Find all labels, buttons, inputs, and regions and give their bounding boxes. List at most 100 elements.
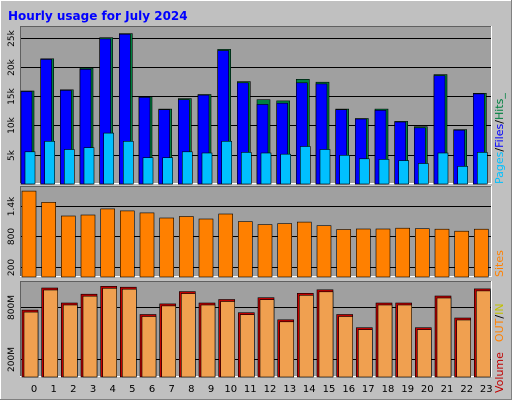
bar-pages-17 bbox=[358, 158, 370, 185]
bar-pages-12 bbox=[260, 152, 272, 185]
bar-sites-21 bbox=[434, 228, 450, 278]
y-tick-label: 15k bbox=[7, 87, 17, 104]
x-tick-label: 23 bbox=[480, 384, 493, 395]
bar-sites-20 bbox=[414, 228, 430, 278]
legend-hits: Hits bbox=[493, 98, 506, 120]
bar-sites-16 bbox=[336, 229, 352, 278]
x-tick-label: 7 bbox=[169, 384, 175, 395]
x-tick-label: 20 bbox=[421, 384, 434, 395]
legend-sites-group: Sites bbox=[493, 250, 506, 277]
bar-pages-23 bbox=[476, 152, 488, 185]
bar-sites-13 bbox=[277, 223, 293, 278]
bar-pages-0 bbox=[24, 151, 36, 185]
bar-volume-13 bbox=[279, 321, 295, 378]
bar-volume-17 bbox=[357, 329, 373, 378]
bar-volume-18 bbox=[377, 304, 393, 378]
x-tick-label: 14 bbox=[303, 384, 316, 395]
y-tick-label: 200 bbox=[7, 259, 17, 276]
bar-volume-19 bbox=[397, 304, 413, 378]
x-tick-label: 19 bbox=[401, 384, 414, 395]
bar-sites-8 bbox=[179, 216, 194, 278]
x-tick-label: 15 bbox=[323, 384, 336, 395]
bar-sites-9 bbox=[198, 218, 214, 278]
plot-area bbox=[20, 26, 492, 184]
bar-pages-1 bbox=[44, 141, 56, 185]
bar-pages-6 bbox=[142, 157, 154, 185]
bar-volume-14 bbox=[298, 294, 314, 378]
sites-panel: 200 800 1.4k bbox=[7, 186, 492, 278]
legend-in: IN bbox=[493, 303, 506, 314]
bar-pages-9 bbox=[201, 152, 213, 185]
bar-sites-7 bbox=[159, 217, 174, 278]
x-tick-label: 3 bbox=[90, 384, 96, 395]
bar-sites-6 bbox=[139, 212, 155, 278]
bar-sites-14 bbox=[296, 221, 312, 278]
bar-pages-11 bbox=[241, 152, 252, 185]
bar-volume-3 bbox=[82, 295, 98, 378]
x-tick-label: 5 bbox=[129, 384, 135, 395]
legend-out: OUT bbox=[493, 318, 506, 342]
y-tick-label: 25k bbox=[7, 29, 17, 46]
y-tick-label: 800 bbox=[7, 228, 17, 245]
bar-pages-15 bbox=[319, 149, 331, 185]
bar-sites-1 bbox=[41, 202, 57, 278]
bar-pages-16 bbox=[339, 155, 351, 185]
legend-volume-group: Volume OUT/IN bbox=[493, 303, 506, 393]
legend-volume: Volume bbox=[493, 352, 506, 393]
bar-pages-20 bbox=[417, 163, 429, 185]
x-tick-label: 16 bbox=[342, 384, 355, 395]
y-tick-label: 1.4k bbox=[7, 196, 17, 216]
svg-text:VolumeOUT/IN: Volume OUT/IN bbox=[493, 303, 506, 393]
legend-pages: Pages bbox=[493, 151, 506, 184]
y-tick-label: 5k bbox=[7, 149, 17, 161]
legend-sites: Sites bbox=[493, 250, 506, 277]
bar-sites-4 bbox=[100, 208, 115, 278]
bar-pages-3 bbox=[83, 147, 95, 185]
bar-sites-17 bbox=[355, 228, 371, 278]
bar-sites-15 bbox=[316, 225, 332, 278]
bar-pages-14 bbox=[299, 146, 311, 185]
bar-volume-4 bbox=[102, 287, 117, 378]
x-tick-label: 17 bbox=[362, 384, 375, 395]
bar-volume-22 bbox=[456, 319, 472, 378]
x-tick-label: 9 bbox=[208, 384, 214, 395]
bar-volume-20 bbox=[416, 329, 432, 378]
bar-volume-6 bbox=[141, 316, 157, 378]
bar-volume-5 bbox=[122, 288, 137, 378]
x-tick-label: 11 bbox=[244, 384, 257, 395]
bar-pages-13 bbox=[280, 153, 292, 185]
bar-sites-23 bbox=[473, 228, 489, 278]
x-tick-label: 0 bbox=[31, 384, 37, 395]
legend-separator: / bbox=[493, 148, 506, 152]
volume-panel: 200M 800M bbox=[7, 281, 492, 378]
y-tick-label: 800M bbox=[7, 295, 17, 320]
y-tick-label: 200M bbox=[7, 347, 17, 372]
x-tick-label: 8 bbox=[188, 384, 194, 395]
x-tick-label: 13 bbox=[283, 384, 296, 395]
svg-text:Pages/Files/Hits_: Pages/Files/Hits_ bbox=[493, 93, 506, 184]
bar-volume-2 bbox=[62, 304, 78, 378]
x-tick-label: 12 bbox=[264, 384, 277, 395]
bar-sites-5 bbox=[120, 210, 135, 278]
x-tick-label: 4 bbox=[110, 384, 116, 395]
bar-sites-2 bbox=[60, 215, 76, 278]
bar-volume-1 bbox=[43, 289, 59, 378]
bar-pages-8 bbox=[182, 151, 193, 185]
bar-pages-21 bbox=[437, 152, 449, 185]
legend-trail: _ bbox=[493, 93, 506, 100]
y-tick-label: 20k bbox=[7, 58, 17, 75]
bar-volume-12 bbox=[259, 299, 275, 378]
bar-pages-18 bbox=[378, 159, 390, 185]
plot-area bbox=[20, 186, 492, 277]
bar-sites-3 bbox=[80, 214, 96, 278]
bar-pages-2 bbox=[64, 149, 75, 185]
x-tick-label: 1 bbox=[51, 384, 57, 395]
bar-pages-22 bbox=[457, 166, 469, 185]
bar-sites-10 bbox=[218, 213, 233, 278]
bar-pages-7 bbox=[162, 157, 173, 185]
bar-sites-18 bbox=[375, 228, 391, 278]
bar-volume-9 bbox=[200, 304, 216, 378]
x-tick-label: 2 bbox=[70, 384, 76, 395]
